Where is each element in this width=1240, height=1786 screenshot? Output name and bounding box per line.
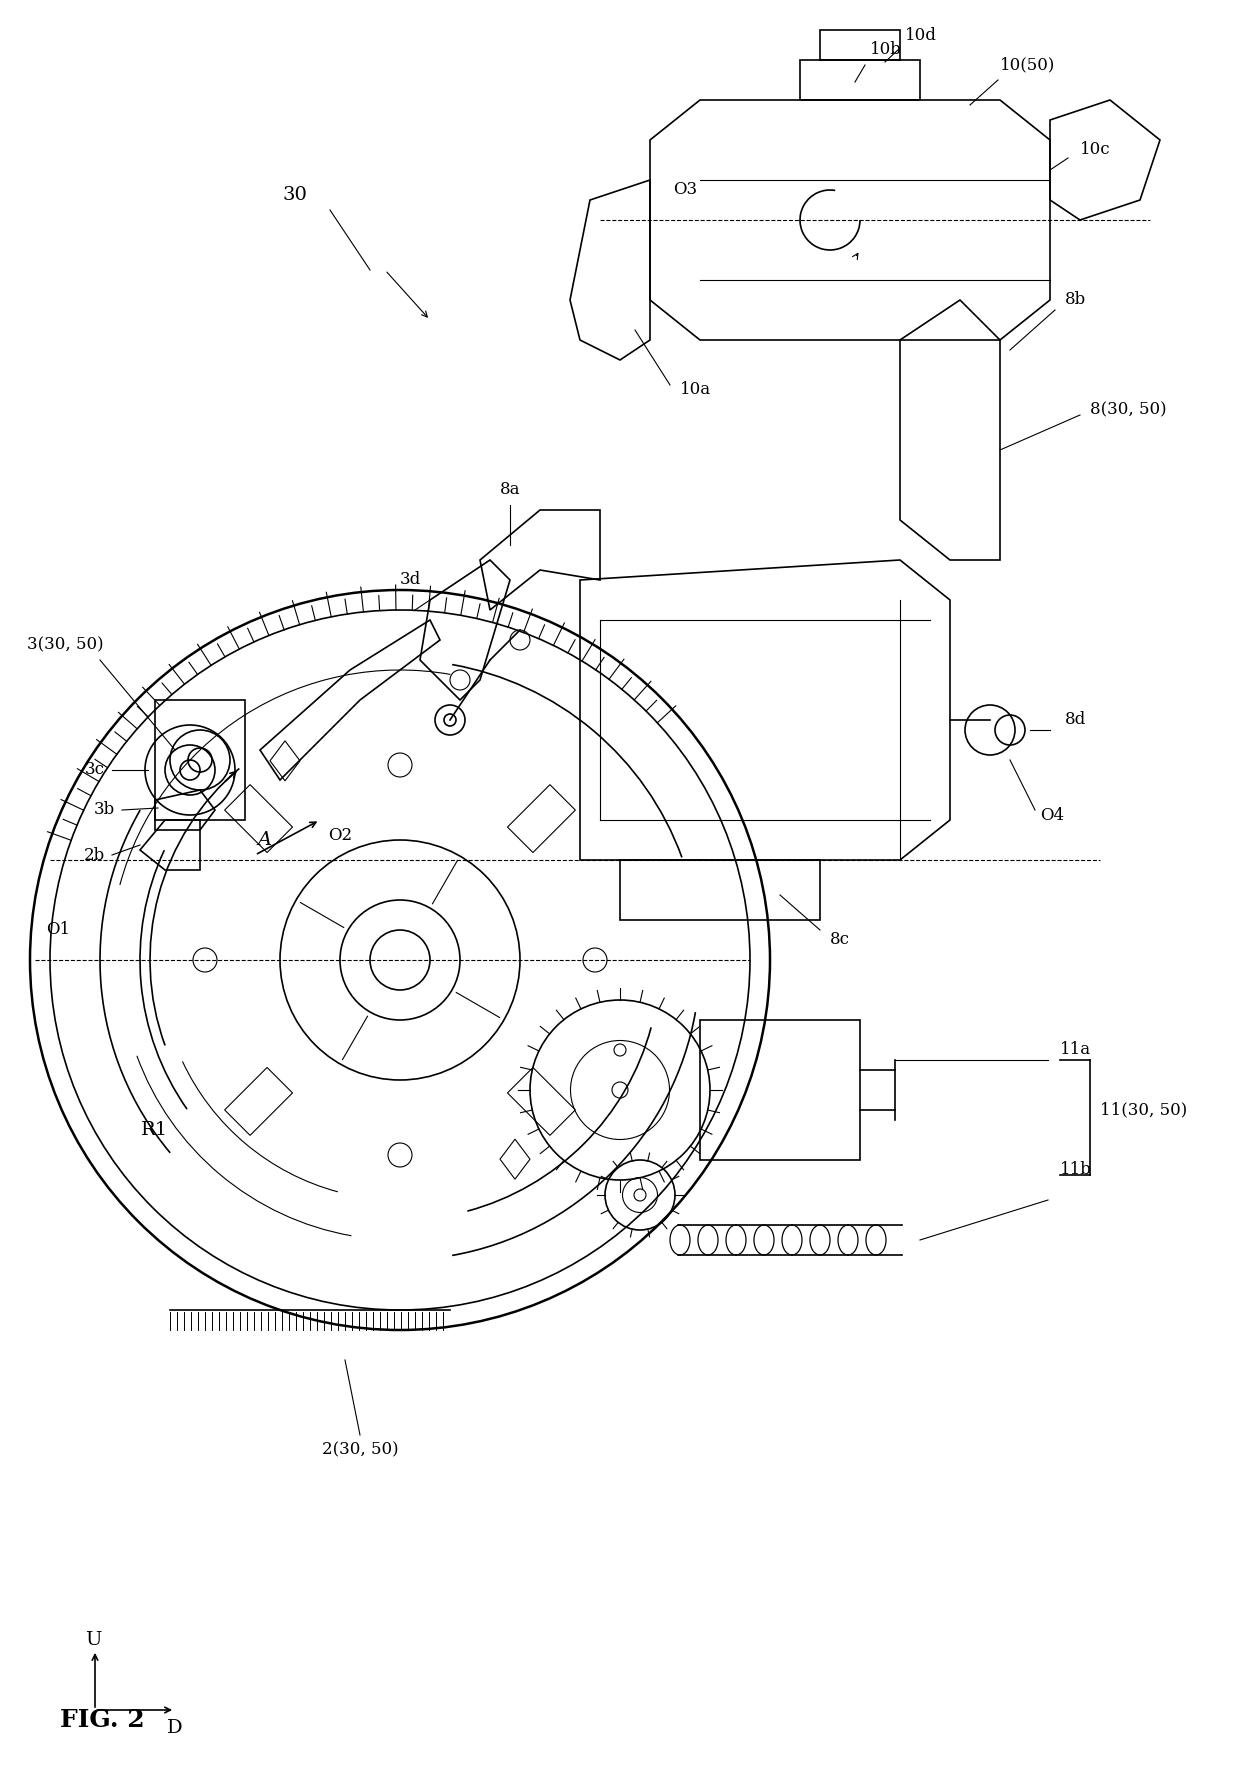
Text: 8c: 8c: [830, 932, 849, 948]
Bar: [820, 30, 900, 61]
Text: 8d: 8d: [1065, 711, 1086, 729]
Text: 3d: 3d: [401, 572, 422, 589]
Text: O4: O4: [1040, 807, 1064, 823]
Text: 11b: 11b: [1060, 1161, 1092, 1179]
Text: 10b: 10b: [870, 41, 901, 59]
Text: O1: O1: [46, 922, 71, 938]
Text: FIG. 2: FIG. 2: [60, 1707, 145, 1732]
Text: 2b: 2b: [84, 847, 105, 863]
Text: 10(50): 10(50): [999, 57, 1055, 73]
Text: 10d: 10d: [905, 27, 937, 43]
Text: 3(30, 50): 3(30, 50): [27, 636, 103, 654]
Text: 10c: 10c: [1080, 141, 1111, 159]
Text: A: A: [258, 830, 272, 848]
Text: 8a: 8a: [500, 482, 521, 498]
Text: 10a: 10a: [680, 382, 711, 398]
Text: 3b: 3b: [94, 802, 115, 818]
Text: 2(30, 50): 2(30, 50): [321, 1441, 398, 1459]
Text: 11a: 11a: [1060, 1041, 1091, 1059]
Text: 30: 30: [283, 186, 308, 204]
Text: R1: R1: [141, 1122, 167, 1139]
Bar: [224, 784, 293, 852]
Bar: [224, 1068, 293, 1136]
Text: O2: O2: [327, 827, 352, 843]
Text: U: U: [84, 1631, 102, 1648]
Text: O3: O3: [673, 182, 697, 198]
Text: 8b: 8b: [1065, 291, 1086, 309]
Text: 8(30, 50): 8(30, 50): [1090, 402, 1167, 418]
Text: D: D: [167, 1718, 182, 1738]
Bar: [155, 700, 246, 820]
Text: 3c: 3c: [86, 761, 105, 779]
Bar: [701, 1020, 861, 1159]
Bar: [800, 61, 920, 100]
Bar: [507, 784, 575, 852]
Bar: [507, 1068, 575, 1136]
Text: 11(30, 50): 11(30, 50): [1100, 1102, 1187, 1118]
Bar: [620, 861, 820, 920]
